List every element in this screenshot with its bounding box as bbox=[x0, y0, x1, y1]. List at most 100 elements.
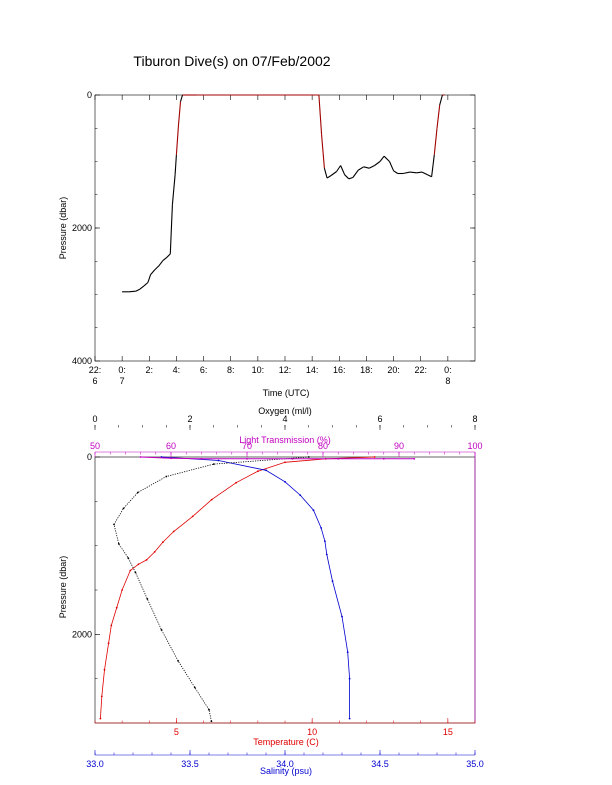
dive-trace-segment bbox=[336, 165, 342, 172]
dive-trace-segment bbox=[321, 134, 325, 169]
chart-title: Tiburon Dive(s) on 07/Feb/2002 bbox=[133, 53, 330, 69]
dive-trace-segment bbox=[409, 171, 417, 174]
temperature-profile-point bbox=[172, 530, 175, 533]
dive-trace-segment bbox=[154, 265, 160, 271]
top-x-tick-label: 0: bbox=[118, 365, 126, 375]
dive-trace-segment bbox=[374, 161, 381, 166]
salinity-profile-point bbox=[284, 480, 286, 483]
light-profile-point bbox=[200, 457, 203, 460]
salinity-profile-point bbox=[265, 469, 267, 472]
salinity-profile-point bbox=[325, 553, 328, 556]
salinity-tick-label: 33.5 bbox=[181, 759, 199, 769]
salinity-tick-label: 34.0 bbox=[276, 759, 294, 769]
salinity-profile-point bbox=[217, 459, 220, 462]
bottom-y-tick-label: 2000 bbox=[72, 629, 92, 639]
dive-trace-segment bbox=[150, 269, 156, 275]
dive-trace-segment bbox=[158, 260, 164, 267]
temperature-profile-point bbox=[107, 642, 110, 645]
oxygen-profile-point bbox=[134, 571, 137, 574]
light-axis-label: Light Transmission (%) bbox=[239, 435, 331, 445]
dive-trace-segment bbox=[388, 161, 395, 172]
top-x-tick-sublabel: 7 bbox=[120, 376, 125, 386]
light-profile-point bbox=[291, 457, 294, 460]
temperature-profile-point bbox=[103, 668, 106, 671]
dive-trace-segment bbox=[330, 171, 337, 176]
dive-trace-segment bbox=[427, 174, 432, 178]
top-y-tick-label: 4000 bbox=[72, 356, 92, 366]
bottom-y-tick-label: 0 bbox=[87, 452, 92, 462]
salinity-profile-point bbox=[348, 677, 351, 680]
top-x-tick-label: 12: bbox=[279, 365, 292, 375]
light-tick-label: 100 bbox=[467, 441, 482, 451]
oxygen-profile-point bbox=[165, 475, 168, 478]
top-plot-frame bbox=[94, 94, 476, 362]
temperature-profile-line bbox=[100, 456, 375, 719]
oxygen-profile-point bbox=[146, 598, 149, 600]
top-x-tick-label: 2: bbox=[146, 365, 154, 375]
temperature-profile-point bbox=[191, 515, 194, 518]
dive-trace-segment bbox=[139, 285, 145, 290]
top-x-tick-label: 0: bbox=[444, 365, 452, 375]
temperature-profile-point bbox=[153, 551, 156, 553]
light-profile-point bbox=[382, 457, 385, 460]
top-x-tick-label: 6: bbox=[200, 365, 208, 375]
top-x-axis-label: Time (UTC) bbox=[263, 388, 310, 398]
dive-trace-segment bbox=[171, 174, 176, 205]
salinity-tick-label: 34.5 bbox=[371, 759, 389, 769]
temperature-profile-point bbox=[115, 606, 118, 609]
oxygen-profile-point bbox=[193, 686, 196, 689]
top-x-tick-label: 4: bbox=[173, 365, 181, 375]
temperature-profile-point bbox=[284, 461, 286, 464]
top-x-tick-label: 18: bbox=[360, 365, 373, 375]
light-tick-label: 80 bbox=[318, 441, 328, 451]
top-x-tick-sublabel: 8 bbox=[445, 376, 450, 386]
temperature-tick-label: 5 bbox=[174, 727, 179, 737]
oxygen-profile-point bbox=[117, 543, 120, 545]
temperature-profile-point bbox=[257, 470, 259, 473]
temperature-tick-label: 15 bbox=[443, 727, 453, 737]
light-tick-label: 90 bbox=[394, 441, 404, 451]
light-profile-point bbox=[139, 456, 142, 458]
oxygen-profile-point bbox=[113, 523, 115, 526]
temperature-profile-point bbox=[235, 481, 238, 484]
oxygen-profile-point bbox=[208, 708, 210, 711]
dive-trace-segment bbox=[363, 166, 370, 169]
dive-trace-segment bbox=[358, 166, 364, 171]
top-x-tick-label: 22: bbox=[414, 365, 427, 375]
oxygen-profile-point bbox=[210, 720, 213, 723]
temperature-profile-point bbox=[121, 589, 123, 591]
temperature-profile-point bbox=[145, 559, 148, 561]
oxygen-profile-line bbox=[113, 456, 309, 722]
salinity-profile-point bbox=[346, 651, 349, 653]
light-tick-label: 50 bbox=[90, 441, 100, 451]
light-tick-label: 70 bbox=[242, 441, 252, 451]
top-x-tick-label: 14: bbox=[306, 365, 319, 375]
top-y-tick-label: 2000 bbox=[72, 223, 92, 233]
dive-trace-segment bbox=[147, 274, 152, 283]
light-profile-line bbox=[140, 456, 415, 460]
temperature-profile-point bbox=[99, 717, 102, 720]
dive-trace-segment bbox=[348, 176, 354, 180]
dive-trace-segment bbox=[344, 174, 350, 180]
dive-trace-segment bbox=[402, 171, 411, 175]
salinity-profile-point bbox=[341, 615, 343, 618]
light-profile-point bbox=[170, 457, 172, 460]
salinity-profile-point bbox=[324, 540, 326, 543]
bottom-y-axis-label: Pressure (dbar) bbox=[58, 556, 68, 619]
profile-panel: 0 2000 0 2 4 6 8 50 60 70 80 90 100 5 10 15 33.0 33.5… bbox=[58, 406, 484, 776]
oxygen-tick-label: 6 bbox=[377, 414, 382, 424]
top-y-axis-label: Pressure (dbar) bbox=[58, 197, 68, 260]
dive-trace-segment bbox=[439, 94, 443, 106]
oxygen-tick-label: 0 bbox=[92, 414, 97, 424]
oxygen-profile-point bbox=[122, 507, 125, 510]
dive-trace-segment bbox=[174, 154, 177, 175]
light-profile-point bbox=[413, 457, 416, 460]
salinity-profile-point bbox=[299, 494, 302, 496]
dive-trace-segment bbox=[318, 94, 323, 135]
salinity-axis-label: Salinity (psu) bbox=[260, 766, 312, 776]
dive-trace-segment bbox=[433, 128, 438, 155]
salinity-profile-point bbox=[331, 580, 334, 582]
dive-trace-segment bbox=[166, 253, 171, 258]
